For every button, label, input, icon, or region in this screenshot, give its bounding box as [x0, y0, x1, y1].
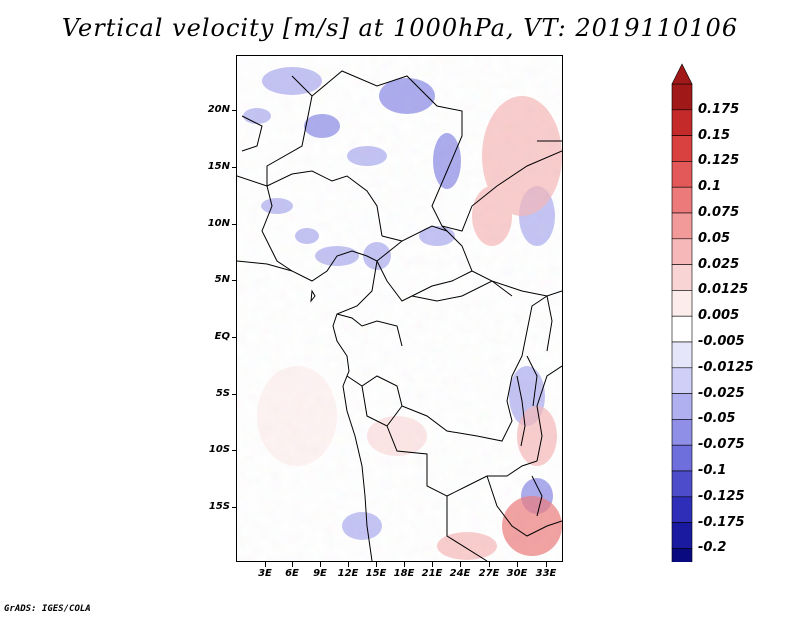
colorbar-label: -0.1	[698, 463, 727, 478]
latitude-tick	[232, 450, 237, 451]
colorbar-label: -0.005	[698, 334, 745, 349]
longitude-label: 12E	[337, 568, 359, 579]
colorbar-swatch	[671, 393, 693, 420]
colorbar-swatch	[671, 212, 693, 240]
colorbar-label: 0.175	[698, 101, 740, 117]
longitude-label: 3E	[258, 568, 272, 579]
latitude-label: 5N	[214, 274, 230, 285]
colorbar-swatch	[671, 496, 693, 523]
colorbar-label: -0.0125	[698, 359, 754, 375]
chart-title: Vertical velocity [m/s] at 1000hPa, VT: …	[61, 14, 739, 42]
colorbar-swatch	[671, 109, 693, 136]
colorbar	[671, 63, 693, 562]
colorbar-swatch	[671, 264, 693, 291]
colorbar-label: 0.1	[698, 179, 722, 195]
longitude-label: 18E	[393, 568, 415, 579]
latitude-tick	[232, 337, 237, 338]
longitude-tick	[292, 562, 293, 567]
longitude-tick	[265, 562, 266, 567]
colorbar-max-arrow	[671, 63, 693, 85]
colorbar-label: -0.075	[698, 437, 745, 453]
latitude-label: 10N	[207, 218, 230, 229]
colorbar-label: -0.025	[698, 385, 745, 401]
longitude-tick	[376, 562, 377, 567]
latitude-label: 20N	[207, 104, 230, 115]
colorbar-swatch	[671, 522, 693, 549]
longitude-label: 21E	[421, 568, 443, 579]
colorbar-label: -0.05	[698, 411, 736, 427]
colorbar-label: 0.005	[698, 308, 740, 324]
country-boundaries	[237, 70, 562, 561]
colorbar-label: 0.0125	[698, 282, 749, 298]
colorbar-swatch	[671, 367, 693, 394]
longitude-tick	[320, 562, 321, 567]
lakes	[310, 289, 543, 517]
colorbar-label: -0.125	[698, 488, 745, 504]
longitude-label: 6E	[285, 568, 299, 579]
credit-text: GrADS: IGES/COLA	[4, 604, 91, 614]
longitude-label: 24E	[449, 568, 471, 579]
colorbar-label: 0.125	[698, 153, 740, 169]
latitude-tick	[232, 394, 237, 395]
longitude-label: 27E	[478, 568, 500, 579]
latitude-tick	[232, 280, 237, 281]
colorbar-swatch	[671, 341, 693, 369]
colorbar-swatch	[671, 444, 693, 472]
longitude-label: 33E	[535, 568, 557, 579]
latitude-label: 5S	[215, 388, 230, 399]
longitude-tick	[489, 562, 490, 567]
colorbar-swatch	[671, 315, 693, 343]
latitude-tick	[232, 224, 237, 225]
colorbar-swatch	[671, 470, 693, 498]
longitude-label: 9E	[313, 568, 327, 579]
latitude-label: 15N	[207, 161, 230, 172]
colorbar-swatch	[671, 419, 693, 446]
colorbar-swatch	[671, 186, 693, 214]
longitude-tick	[546, 562, 547, 567]
colorbar-swatch	[671, 238, 693, 265]
longitude-label: 30E	[506, 568, 528, 579]
longitude-tick	[348, 562, 349, 567]
colorbar-swatch	[671, 83, 693, 111]
longitude-tick	[432, 562, 433, 567]
map-field	[237, 56, 562, 561]
colorbar-swatch	[671, 548, 693, 562]
latitude-tick	[232, 507, 237, 508]
colorbar-label: 0.05	[698, 230, 731, 246]
latitude-label: EQ	[214, 331, 230, 342]
colorbar-label: 0.075	[698, 205, 740, 220]
longitude-label: 15E	[365, 568, 387, 579]
longitude-tick	[517, 562, 518, 567]
colorbar-swatch	[671, 290, 693, 317]
map-panel	[236, 55, 563, 562]
latitude-label: 10S	[208, 444, 230, 455]
colorbar-label: -0.175	[698, 514, 745, 530]
longitude-tick	[460, 562, 461, 567]
latitude-label: 15S	[208, 501, 230, 512]
latitude-tick	[232, 167, 237, 168]
latitude-tick	[232, 110, 237, 111]
colorbar-label: -0.2	[698, 540, 727, 556]
colorbar-swatch	[671, 135, 693, 162]
colorbar-swatch	[671, 161, 693, 188]
longitude-tick	[404, 562, 405, 567]
colorbar-label: 0.025	[698, 256, 740, 272]
colorbar-label: 0.15	[698, 127, 731, 143]
